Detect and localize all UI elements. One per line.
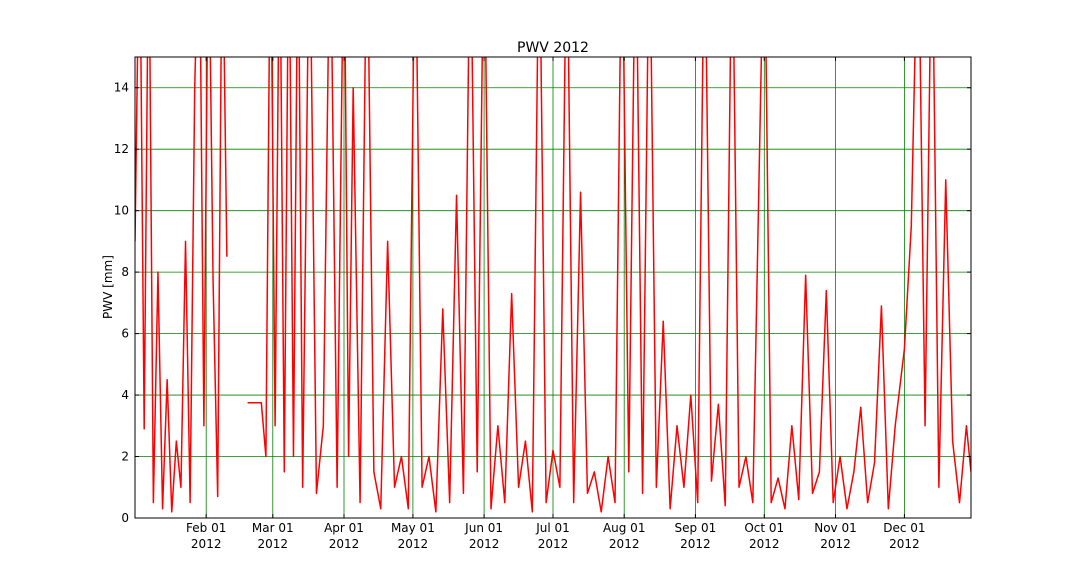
y-tick-label: 8 [121,265,129,279]
pwv-line [135,57,971,513]
y-tick-label: 4 [121,388,129,402]
x-tick-label: Sep 01 2012 [675,521,717,551]
x-tick-label: Apr 01 2012 [324,521,364,551]
x-tick-label: Aug 01 2012 [603,521,646,551]
y-tick-label: 10 [114,204,129,218]
chart-title: PWV 2012 [517,40,589,56]
y-tick-label: 0 [121,511,129,525]
y-axis-label: PWV [mm] [101,255,115,319]
x-tick-label: May 01 2012 [391,521,435,551]
y-tick-label: 12 [114,142,129,156]
y-tick-label: 6 [121,327,129,341]
x-tick-label: Nov 01 2012 [814,521,857,551]
x-tick-label: Jul 01 2012 [535,521,570,551]
x-tick-label: Mar 01 2012 [252,521,294,551]
y-tick-label: 2 [121,450,129,464]
x-tick-label: Jun 01 2012 [464,521,503,551]
x-tick-label: Feb 01 2012 [186,521,226,551]
x-tick-label: Dec 01 2012 [883,521,925,551]
x-tick-label: Oct 01 2012 [744,521,784,551]
y-tick-label: 14 [114,81,129,95]
